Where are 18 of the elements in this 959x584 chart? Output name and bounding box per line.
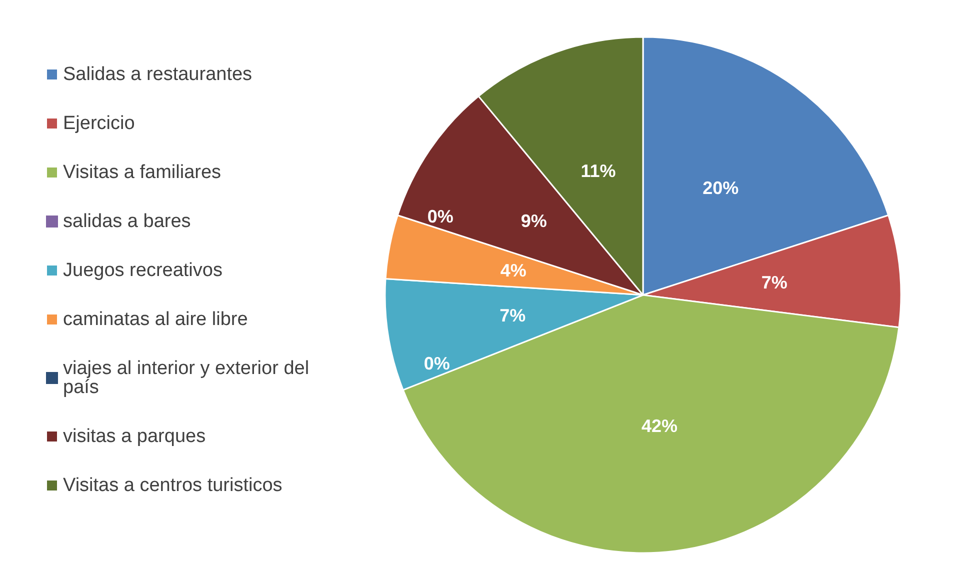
legend-label: viajes al interior y exterior del país [63,358,314,398]
text: 0% [427,206,454,227]
data-label: 7% [500,306,526,326]
data-label: 42% [642,416,678,436]
data-label: 9% [520,210,547,231]
data-label: 7% [761,272,788,293]
legend-label: Visitas a familiares [63,162,222,183]
legend-label: visitas a parques [63,426,206,447]
legend-label: Salidas a restaurantes [63,64,252,85]
legend-label: Ejercicio [63,113,135,134]
legend-label: Visitas a centros turisticos [63,475,282,496]
legend-label: salidas a bares [63,211,191,232]
text: 0% [424,354,450,374]
data-label: 11% [580,160,616,181]
legend-label: caminatas al aire libre [63,309,248,330]
legend-label: Juegos recreativos [63,260,222,281]
data-label: 20% [702,178,739,198]
data-label: 4% [500,260,526,280]
